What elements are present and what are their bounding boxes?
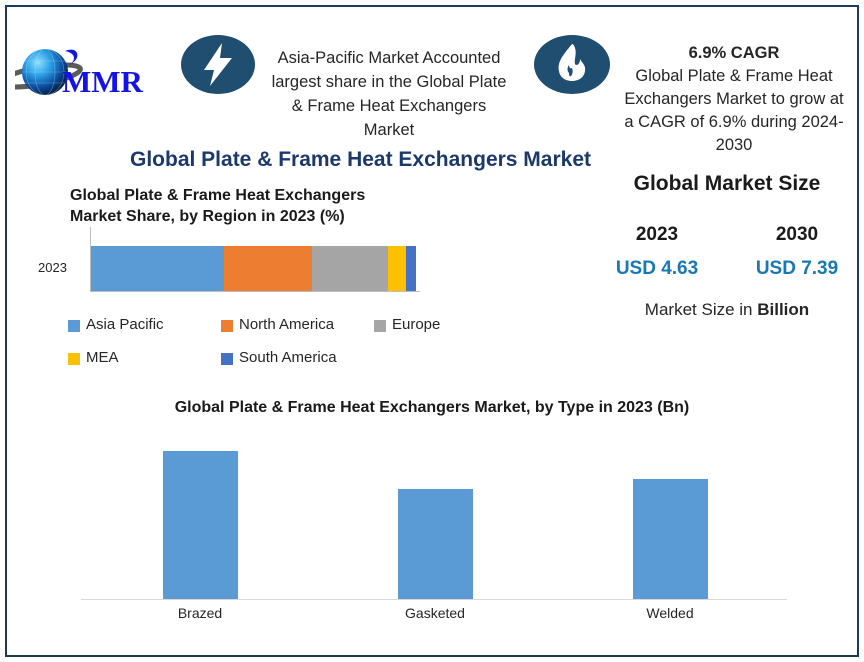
svg-text:MMR: MMR [62,64,144,99]
